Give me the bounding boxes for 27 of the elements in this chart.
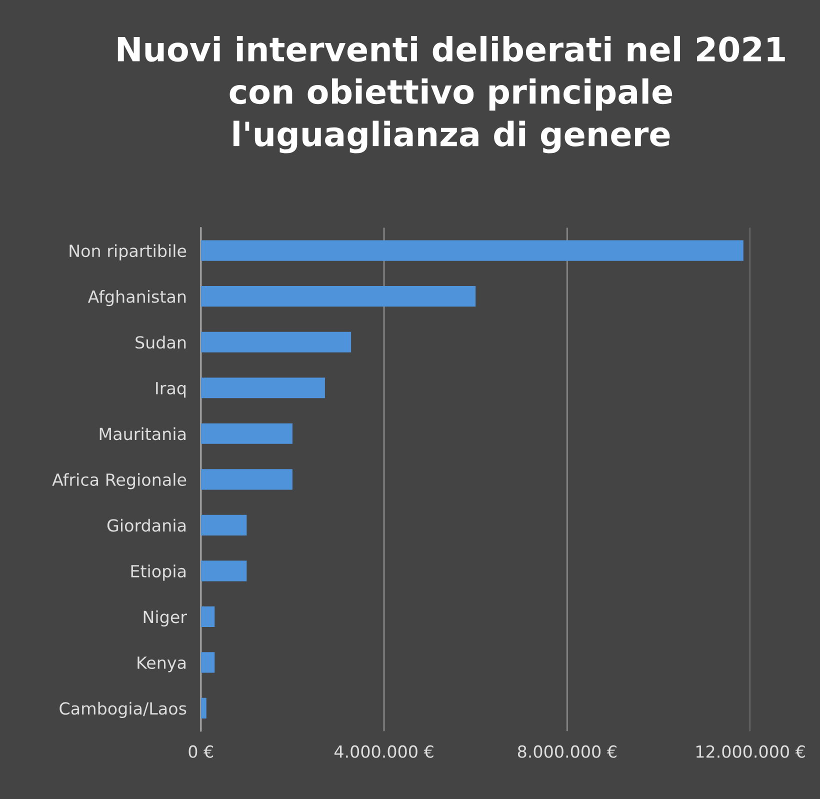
bar [200, 378, 325, 398]
y-tick-label: Niger [144, 610, 188, 626]
bar [200, 698, 206, 718]
bar [200, 286, 476, 307]
y-tick-label: Non ripartibile [70, 244, 186, 260]
bar [200, 423, 292, 444]
bar [200, 652, 215, 673]
x-tick-label: 12.000.000 € [696, 745, 805, 758]
bar [200, 469, 292, 490]
y-tick-label: Giordania [107, 518, 186, 532]
bar [200, 514, 247, 536]
y-tick-label: Mauritania [100, 427, 186, 440]
y-tick-label: Africa Regionale [52, 473, 186, 490]
bar [200, 240, 744, 261]
y-tick-label: Etiopia [131, 564, 186, 581]
x-tick-label: 0 € [188, 745, 214, 758]
y-tick-label: Kenya [138, 656, 186, 672]
x-tick-label: 8.000.000 € [518, 745, 616, 758]
bar [200, 606, 215, 627]
y-tick-label: Afghanistan [88, 290, 186, 306]
bar [200, 332, 352, 352]
y-tick-label: Iraq [156, 382, 186, 398]
y-tick-label: Sudan [136, 336, 186, 349]
chart-title: Nuovi interventi deliberati nel 2021 con obiettivo principale l'uguaglianza di genere [118, 36, 785, 154]
y-tick-label: Cambogia/Laos [60, 702, 186, 718]
bar [200, 560, 247, 582]
x-tick-label: 4.000.000 € [334, 745, 434, 758]
